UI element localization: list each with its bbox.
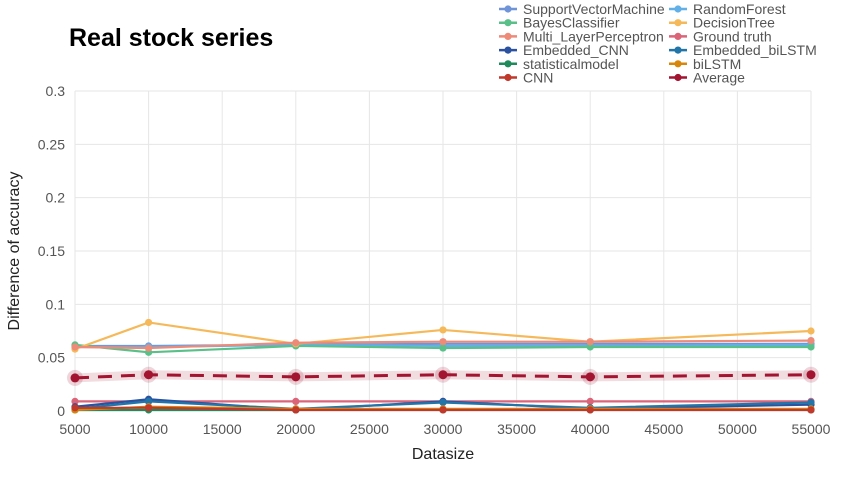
legend-marker: [674, 73, 682, 82]
legend-label: CNN: [523, 70, 553, 86]
y-tick-label: 0: [57, 403, 65, 419]
x-axis-label: Datasize: [412, 446, 474, 463]
series-line: [74, 321, 812, 351]
x-tick-label: 20000: [276, 421, 315, 437]
legend: SupportVectorMachine RandomForest BayesCla…: [499, 1, 817, 86]
grid-lines: [74, 90, 812, 412]
legend-label: Ground truth: [693, 28, 772, 44]
series-group: [71, 337, 815, 352]
data-point: [806, 370, 816, 380]
data-point: [586, 397, 594, 405]
data-point: [71, 397, 79, 405]
y-tick-label: 0.3: [46, 83, 66, 99]
legend-label: RandomForest: [693, 1, 786, 17]
chart-title: Real stock series: [69, 24, 274, 52]
x-tick-label: 25000: [350, 421, 389, 437]
data-point: [145, 404, 153, 412]
series-line: [75, 406, 811, 412]
y-axis-label: Difference of accuracy: [6, 172, 23, 331]
legend-marker: [504, 32, 512, 41]
data-point: [807, 343, 815, 351]
legend-label: Average: [693, 70, 745, 86]
legend-marker: [674, 46, 682, 54]
data-point: [145, 397, 153, 405]
data-point: [145, 318, 153, 327]
legend-label: DecisionTree: [693, 15, 775, 31]
data-point: [145, 344, 153, 352]
legend-marker: [504, 73, 512, 82]
data-point: [439, 398, 447, 407]
data-point: [585, 372, 595, 382]
data-point: [144, 370, 154, 380]
data-point: [807, 398, 815, 407]
x-tick-label: 15000: [203, 421, 242, 437]
legend-marker: [504, 19, 512, 27]
legend-marker: [504, 5, 512, 13]
legend-marker: [674, 5, 682, 13]
series-group: [71, 404, 815, 414]
series-lines: [67, 318, 819, 414]
y-tick-label: 0.1: [46, 296, 66, 312]
x-tick-label: 30000: [424, 421, 463, 437]
x-tick-label: 5000: [59, 421, 90, 437]
y-tick-label: 0.2: [46, 190, 66, 206]
data-point: [292, 339, 300, 347]
data-point: [439, 338, 447, 346]
series-line: [74, 343, 811, 354]
x-tick-label: 35000: [497, 421, 536, 437]
data-point: [807, 337, 815, 345]
y-tick-label: 0.25: [38, 136, 65, 152]
data-point: [71, 343, 79, 351]
legend-label: Embedded_biLSTM: [693, 42, 817, 58]
data-point: [439, 344, 447, 352]
data-point: [438, 370, 448, 380]
data-point: [586, 338, 594, 346]
data-point: [439, 326, 447, 334]
data-point: [807, 406, 815, 414]
x-tick-label: 55000: [792, 421, 831, 437]
legend-marker: [674, 32, 682, 41]
data-point: [439, 406, 447, 414]
legend-marker: [674, 19, 682, 27]
series-group: [67, 366, 819, 386]
x-tick-label: 10000: [129, 421, 168, 437]
legend-label: SupportVectorMachine: [523, 1, 665, 17]
series-line: [74, 400, 812, 410]
series-line: [74, 373, 812, 380]
data-point: [586, 343, 594, 351]
series-line: [74, 339, 812, 350]
legend-label: Multi_LayerPerceptron: [523, 28, 664, 44]
axes: 5000 10000 15000 20000 25000 30000 35000 40000 4…: [38, 83, 831, 437]
data-point: [70, 373, 80, 383]
data-point: [292, 406, 300, 414]
legend-label: Embedded_CNN: [523, 42, 629, 58]
legend-marker: [504, 46, 512, 54]
data-point: [71, 404, 79, 412]
data-point: [586, 406, 594, 414]
x-tick-label: 50000: [718, 421, 757, 437]
legend-label: statisticalmodel: [523, 56, 619, 72]
data-point: [292, 397, 300, 405]
data-point: [807, 327, 815, 335]
legend-marker: [504, 60, 512, 68]
y-tick-label: 0.05: [38, 350, 65, 366]
x-tick-label: 40000: [571, 421, 610, 437]
legend-label: biLSTM: [693, 56, 741, 72]
x-tick-label: 45000: [644, 421, 683, 437]
data-point: [291, 372, 301, 382]
legend-label: BayesClassifier: [523, 15, 620, 31]
y-tick-label: 0.15: [38, 243, 65, 259]
legend-marker: [674, 60, 682, 68]
